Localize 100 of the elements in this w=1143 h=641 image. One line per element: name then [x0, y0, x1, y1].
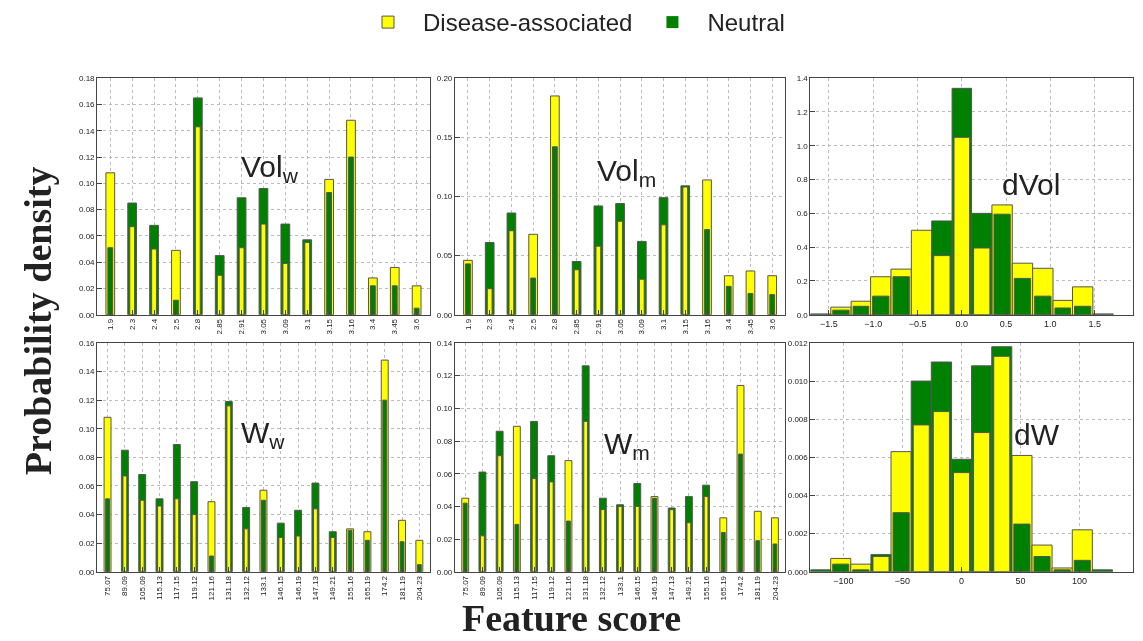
- x-tick-label: 50: [1015, 575, 1026, 586]
- x-tick-label: 146.19: [650, 575, 660, 601]
- x-tick-label: 3.1: [659, 318, 669, 331]
- x-tick-label: 1.9: [463, 318, 473, 331]
- y-tick-label: 0.2: [796, 276, 809, 286]
- x-tick-label: 100: [1072, 575, 1088, 586]
- x-tick-label: 75.07: [103, 575, 113, 596]
- x-tick-label: 147.13: [667, 575, 677, 601]
- x-tick-label: 2.85: [215, 318, 225, 335]
- x-tick-label: 0.0: [955, 318, 969, 329]
- x-tick-label: 149.21: [684, 575, 694, 601]
- x-tick-label: 2.91: [237, 318, 247, 335]
- y-tick-label: 0.10: [436, 192, 453, 202]
- x-tick-label: 0: [959, 575, 965, 586]
- y-tick-label: 0.18: [78, 74, 96, 83]
- y-tick-label: 0.12: [78, 395, 96, 405]
- y-tick-label: 0.10: [78, 424, 96, 434]
- x-tick-label: 75.07: [460, 575, 470, 596]
- y-axis-title: Probability density: [17, 166, 60, 476]
- y-tick-label: 0.05: [436, 251, 453, 261]
- x-tick-label: 174.2: [380, 575, 390, 596]
- x-tick-label: 131.18: [581, 575, 591, 601]
- x-tick-label: −0.5: [908, 318, 927, 329]
- x-tick-label: 3.09: [637, 318, 647, 335]
- x-tick-label: 3.16: [702, 318, 712, 335]
- y-tick-label: 0.006: [787, 453, 809, 463]
- x-tick-label: 133.1: [615, 575, 625, 596]
- x-tick-label: 149.21: [328, 575, 338, 601]
- x-tick-label: 3.6: [767, 318, 777, 331]
- y-tick-label: 0.12: [436, 371, 453, 381]
- x-tick-label: 131.18: [224, 575, 234, 601]
- x-tick-label: 89.09: [120, 575, 130, 596]
- y-tick-label: 0.00: [78, 567, 96, 577]
- y-tick-label: 0.6: [796, 209, 809, 219]
- legend-label: Neutral: [707, 9, 785, 37]
- text: Vol$_{m}$: [597, 154, 657, 192]
- x-tick-label: 121.16: [207, 575, 217, 601]
- text: Vol$_{w}$: [241, 150, 299, 188]
- x-tick-label: 119.12: [189, 575, 199, 600]
- x-tick-label: 165.19: [363, 575, 373, 601]
- y-tick-label: 0.08: [436, 436, 453, 446]
- x-tick-label: 2.85: [572, 318, 582, 335]
- x-tick-label: 132.12: [598, 575, 608, 601]
- y-tick-label: 0.06: [78, 231, 96, 241]
- y-tick-label: 0.06: [78, 481, 96, 491]
- y-tick-label: 0.14: [436, 338, 453, 348]
- x-tick-label: −100: [833, 575, 854, 586]
- text: W$_{w}$: [241, 416, 286, 454]
- y-tick-label: 0.10: [436, 404, 453, 414]
- y-tick-label: 0.000: [787, 567, 809, 577]
- y-tick-label: 0.04: [78, 510, 96, 520]
- x-tick-label: 146.15: [276, 575, 286, 601]
- x-tick-label: 105.09: [137, 575, 147, 601]
- y-tick-label: 0.15: [436, 133, 453, 143]
- x-tick-label: 2.3: [127, 318, 137, 331]
- x-tick-label: 204.23: [770, 575, 780, 601]
- y-tick-label: 0.08: [78, 205, 96, 215]
- y-tick-label: 0.02: [436, 534, 453, 544]
- x-tick-label: 117.15: [529, 575, 539, 600]
- x-tick-label: 3.6: [412, 318, 422, 331]
- y-tick-label: 0.10: [78, 179, 96, 189]
- x-tick-label: 165.19: [718, 575, 728, 601]
- y-tick-label: 0.00: [436, 310, 453, 320]
- x-tick-label: −1.0: [864, 318, 883, 329]
- y-tick-label: 0.012: [787, 338, 809, 348]
- y-tick-label: 0.16: [78, 338, 96, 348]
- y-tick-label: 0.004: [787, 491, 809, 501]
- x-tick-label: 105.09: [495, 575, 505, 601]
- x-tick-label: 2.8: [550, 318, 560, 331]
- x-tick-label: 174.2: [736, 575, 746, 596]
- x-tick-label: 3.15: [324, 318, 334, 335]
- x-tick-label: 147.13: [311, 575, 321, 601]
- y-tick-label: 1.0: [796, 141, 809, 151]
- x-tick-label: 3.15: [680, 318, 690, 335]
- x-tick-label: 0.5: [999, 318, 1013, 329]
- y-tick-label: 0.02: [78, 284, 96, 294]
- y-tick-label: 0.04: [78, 257, 96, 267]
- x-tick-label: 3.4: [724, 318, 734, 331]
- x-tick-label: −50: [894, 575, 911, 586]
- x-tick-label: 89.09: [478, 575, 488, 596]
- x-tick-label: 3.05: [615, 318, 625, 335]
- x-tick-label: 133.1: [259, 575, 269, 596]
- x-tick-label: 115.13: [155, 575, 165, 600]
- y-tick-label: 0.002: [787, 529, 809, 539]
- y-tick-label: 0.4: [796, 242, 809, 252]
- x-tick-label: 3.09: [280, 318, 290, 335]
- x-tick-label: 2.4: [149, 318, 159, 331]
- x-tick-label: 3.05: [259, 318, 269, 335]
- x-tick-label: −1.5: [820, 318, 838, 329]
- x-tick-label: 146.15: [632, 575, 642, 601]
- x-tick-label: 119.12: [546, 575, 556, 600]
- y-tick-label: 0.14: [78, 126, 96, 136]
- y-tick-label: 0.08: [78, 453, 96, 463]
- x-tick-label: 2.91: [593, 318, 603, 335]
- y-tick-label: 1.4: [796, 74, 809, 83]
- x-tick-label: 115.13: [512, 575, 522, 600]
- legend-label: Disease-associated: [423, 9, 633, 37]
- x-tick-label: 181.19: [397, 575, 407, 601]
- y-tick-label: 0.20: [436, 74, 453, 83]
- y-tick-label: 0.0: [796, 310, 809, 320]
